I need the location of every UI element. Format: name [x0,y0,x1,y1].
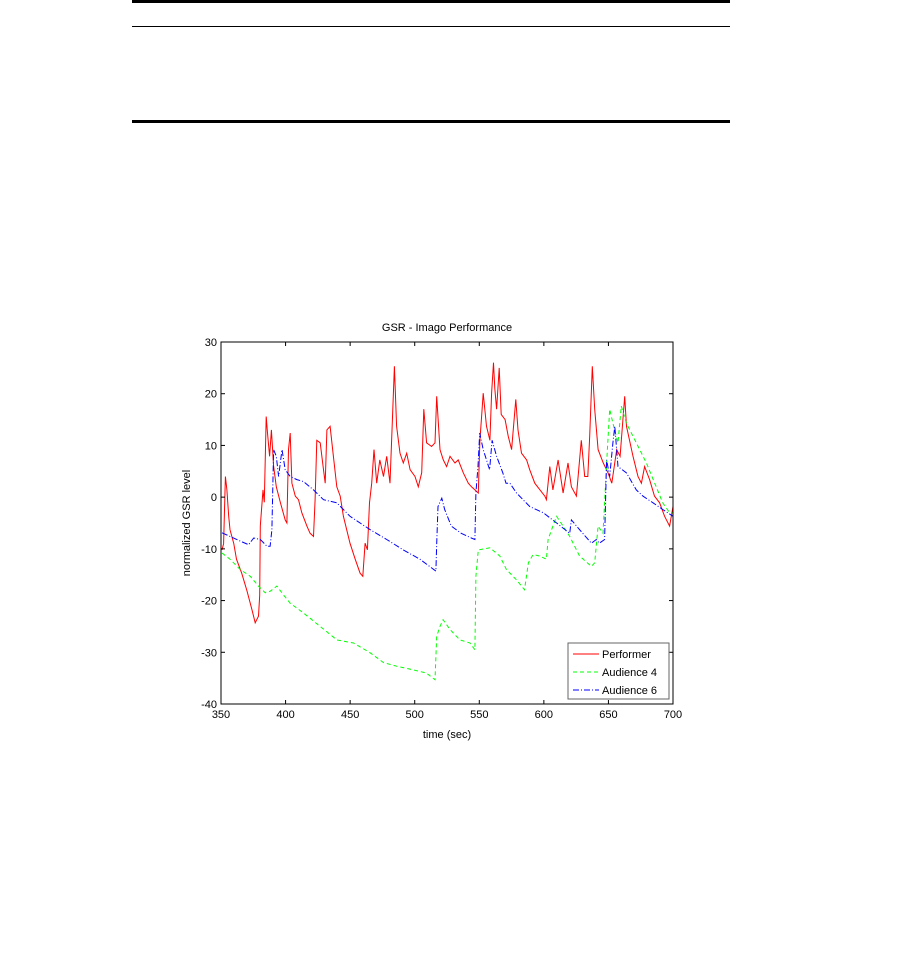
legend-label: Performer [602,649,651,661]
y-tick-label: -10 [201,544,217,556]
y-tick-label: -40 [201,699,217,711]
plot-area: 350 400 450 500 550 600 650 700 30 20 10 0 -10 -20 -30… [201,337,682,721]
series-line-performer [221,362,674,625]
x-tick-label: 550 [470,709,488,721]
x-tick-label: 500 [406,709,424,721]
legend-label: Audience 6 [602,685,657,697]
axes-box [220,341,674,705]
chart-title: GSR - Imago Performance [382,322,512,334]
y-tick-label: -20 [201,596,217,608]
table-bottom-rule [132,120,730,123]
table-top-rule [132,0,730,3]
x-tick-label: 350 [212,709,230,721]
series-line-audience-4 [221,405,673,681]
x-tick-label: 600 [535,709,553,721]
table-header-rule [132,26,730,27]
x-tick-label: 700 [664,709,682,721]
x-tick-label: 450 [341,709,359,721]
y-tick-label: -30 [201,647,217,659]
legend-label: Audience 4 [602,667,657,679]
x-axis-label: time (sec) [423,729,471,741]
y-tick-label: 20 [205,389,217,401]
legend: Performer Audience 4 Audience 6 [567,642,670,700]
x-tick-label: 400 [276,709,294,721]
series-line-audience-6 [221,426,674,573]
y-tick-label: 10 [205,440,217,452]
x-tick-label: 650 [599,709,617,721]
y-axis-label: normalized GSR level [181,470,193,576]
y-tick-label: 30 [205,337,217,349]
y-tick-label: 0 [211,492,217,504]
